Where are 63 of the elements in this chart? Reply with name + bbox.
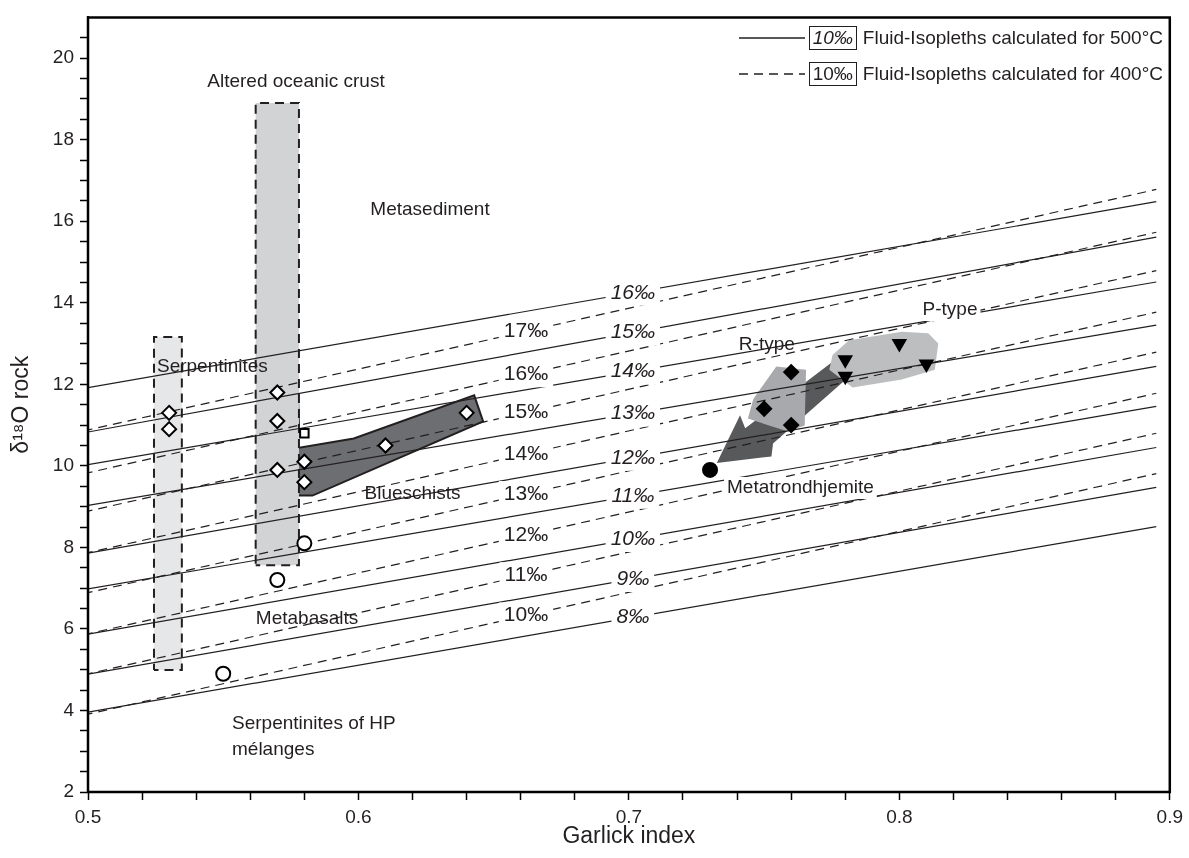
x-tick-label: 0.6 (345, 805, 372, 827)
y-tick-label: 10 (52, 454, 74, 476)
point (215, 665, 232, 682)
series-label: 14‰ (610, 358, 655, 382)
y-tick-label: 6 (63, 617, 74, 639)
series-label: 14‰ (503, 440, 549, 464)
y-tick-label: 18 (52, 127, 74, 149)
point (892, 339, 907, 352)
annotation: 10‰ (808, 26, 857, 50)
point (299, 428, 310, 439)
point (458, 404, 475, 421)
point (161, 421, 178, 438)
series-label: 11‰ (504, 561, 548, 585)
series-label: 11‰ (611, 482, 655, 506)
annotation: Fluid-Isopleths calculated for 400°C (862, 63, 1163, 85)
point (296, 535, 313, 552)
y-tick-label: 2 (63, 780, 74, 802)
point (702, 461, 719, 478)
series-label: 12‰ (503, 522, 549, 545)
point (783, 417, 800, 434)
x-tick-label: 0.5 (74, 805, 102, 827)
series-label: 12‰ (610, 444, 655, 468)
point (377, 437, 394, 454)
point (269, 413, 286, 430)
point (269, 384, 286, 401)
series-label: 15‰ (610, 319, 655, 343)
annotation: Metasediment (370, 198, 491, 220)
point (838, 355, 853, 368)
series-label: 15‰ (503, 399, 549, 423)
point (783, 364, 800, 381)
series-label: 8‰ (616, 604, 650, 628)
annotation: 10‰ (808, 62, 857, 86)
point (838, 371, 853, 385)
x-tick-label: 0.8 (886, 805, 913, 827)
y-tick-label: 14 (52, 291, 75, 313)
series-label: 10‰ (610, 525, 655, 549)
y-tick-label: 16 (52, 209, 74, 231)
point (296, 453, 313, 470)
point (269, 572, 286, 588)
y-tick-label: 8 (63, 535, 74, 557)
series-label: 16‰ (503, 360, 549, 384)
x-tick-label: 0.9 (1156, 805, 1183, 827)
series-label: 17‰ (503, 318, 549, 342)
annotation: Metatrondhjemite (727, 476, 874, 498)
series-label: 13‰ (610, 400, 655, 424)
annotation: Altered oceanic crust (207, 70, 386, 92)
series-label: 10‰ (503, 602, 549, 626)
series-label: 13‰ (503, 480, 549, 504)
y-tick-label: 12 (52, 372, 74, 394)
annotation: Serpentinites of HP mélanges (232, 712, 396, 760)
series-label: 16‰ (610, 279, 655, 303)
y-axis-title: δ¹⁸O rock (7, 355, 34, 454)
point (269, 461, 286, 478)
annotation: Fluid-Isopleths calculated for 500°C (862, 27, 1163, 49)
y-tick-label: 20 (52, 46, 74, 68)
point (756, 400, 773, 417)
point (296, 474, 313, 491)
point (161, 404, 178, 421)
annotation: P-type (922, 298, 978, 320)
series-label: 9‰ (616, 565, 650, 589)
y-tick-label: 4 (63, 698, 75, 720)
point (919, 359, 934, 372)
annotation: Metabasalts (255, 607, 359, 629)
